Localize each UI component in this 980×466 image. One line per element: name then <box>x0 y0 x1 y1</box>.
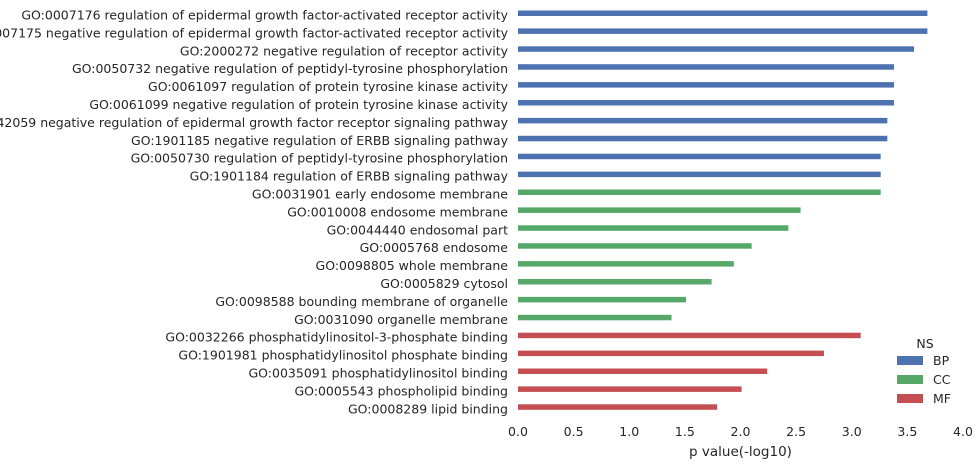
x-axis-ticks: 0.0 0.5 1.0 1.5 2.0 2.5 3.0 3.5 4.0 <box>508 424 973 439</box>
category-labels: GO:0007176 regulation of epidermal growt… <box>0 8 509 417</box>
bar-mf <box>518 332 861 339</box>
bar-cc <box>518 261 734 267</box>
bar-cc <box>518 314 672 321</box>
category-label: GO:0061097 regulation of protein tyrosin… <box>148 79 509 94</box>
category-label: GO:0098805 whole membrane <box>316 258 509 273</box>
category-label: GO:1901981 phosphatidylinositol phosphat… <box>178 348 508 363</box>
legend-entries: BP CC MF <box>897 353 951 406</box>
bar-bp <box>518 100 895 106</box>
bar-cc <box>518 279 712 285</box>
bar-bp <box>518 82 895 88</box>
x-tick-label: 0.0 <box>508 424 528 439</box>
category-label: GO:0050732 negative regulation of peptid… <box>72 61 508 76</box>
x-tick-label: 2.5 <box>786 424 806 439</box>
category-label: GO:0005829 cytosol <box>380 276 508 291</box>
bar-mf <box>518 404 718 410</box>
legend-label: BP <box>933 353 950 368</box>
category-label: GO:1901185 negative regulation of ERBB s… <box>131 133 509 148</box>
category-label: GO:0031901 early endosome membrane <box>252 187 508 202</box>
category-label: GO:0010008 endosome membrane <box>287 204 508 219</box>
x-tick-label: 0.5 <box>564 424 584 439</box>
bar-mf <box>518 386 742 392</box>
x-tick-label: 1.5 <box>675 424 695 439</box>
legend-label: CC <box>933 372 951 387</box>
legend-swatch-cc <box>897 375 923 384</box>
x-axis-title: p value(-log10) <box>689 444 792 460</box>
category-label: GO:0008289 lipid binding <box>348 401 508 416</box>
category-label: GO:0035091 phosphatidylinositol binding <box>249 366 509 381</box>
legend-swatch-mf <box>897 394 923 403</box>
category-label: GO:0031090 organelle membrane <box>294 312 508 327</box>
x-tick-label: 1.0 <box>619 424 639 439</box>
bar-bp <box>518 46 915 52</box>
bar-bp <box>518 117 888 124</box>
bar-cc <box>518 225 789 231</box>
bar-bp <box>518 153 881 160</box>
category-label: GO:0007176 regulation of epidermal growt… <box>21 8 508 23</box>
category-label: GO:0061099 negative regulation of protei… <box>89 97 508 112</box>
x-tick-label: 3.0 <box>842 424 862 439</box>
bar-bp <box>518 28 928 34</box>
legend-label: MF <box>933 391 951 406</box>
x-tick-label: 3.5 <box>897 424 917 439</box>
bar-mf <box>518 350 824 357</box>
bar-cc <box>518 207 801 213</box>
bar-mf <box>518 368 768 374</box>
bar-cc <box>518 189 881 195</box>
category-label: GO:0032266 phosphatidylinositol-3-phosph… <box>165 330 508 345</box>
x-tick-label: 2.0 <box>731 424 751 439</box>
category-label: GO:0005543 phospholipid binding <box>294 383 508 398</box>
bar-bp <box>518 135 888 142</box>
category-label: GO:0098588 bounding membrane of organell… <box>215 294 508 309</box>
legend-title: NS <box>916 336 933 351</box>
category-label: GO:0005768 endosome <box>360 240 509 255</box>
legend-swatch-bp <box>897 356 923 365</box>
category-label: GO:0050730 regulation of peptidyl-tyrosi… <box>131 151 508 166</box>
category-label: GO:2000272 negative regulation of recept… <box>180 43 509 58</box>
bar-bp <box>518 10 928 16</box>
legend: NS BP CC MF <box>897 336 951 406</box>
bar-cc <box>518 296 686 303</box>
x-tick-label: 4.0 <box>953 424 973 439</box>
category-label: GO:0007175 negative regulation of epider… <box>0 25 509 40</box>
category-label: GO:1901184 regulation of ERBB signaling … <box>190 169 509 184</box>
bars-layer <box>518 10 928 410</box>
bar-cc <box>518 243 752 249</box>
bar-bp <box>518 64 895 70</box>
bar-bp <box>518 171 881 178</box>
category-label: GO:0044440 endosomal part <box>327 222 509 237</box>
category-label: GO:0042059 negative regulation of epider… <box>0 115 509 130</box>
